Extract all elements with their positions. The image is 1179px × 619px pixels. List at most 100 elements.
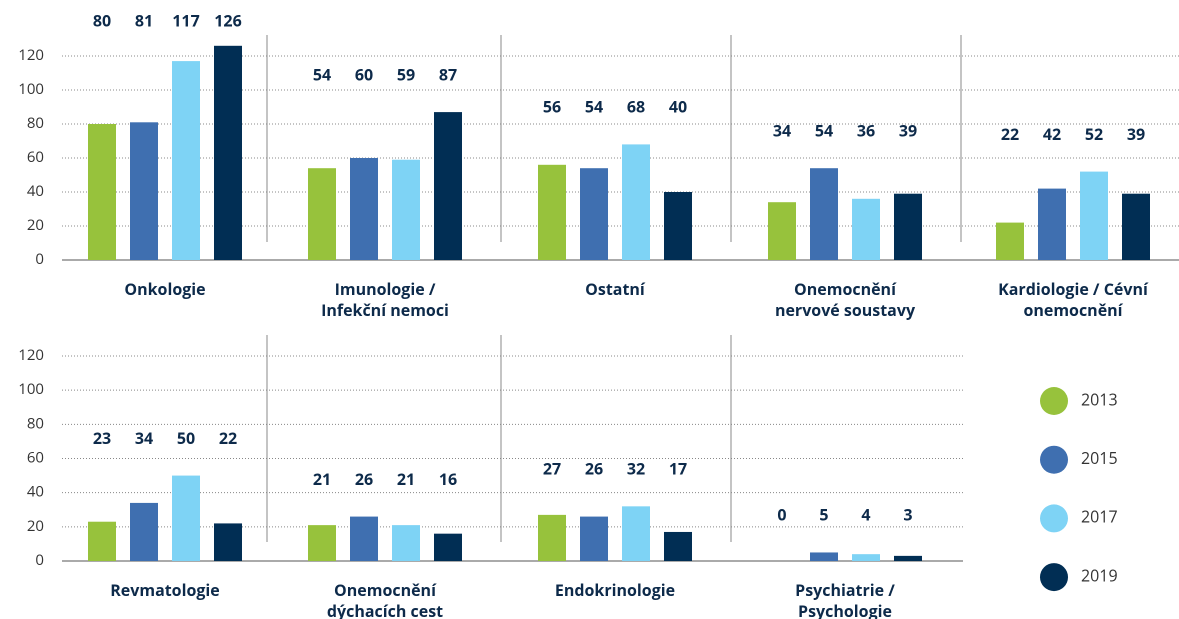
bar bbox=[580, 168, 608, 260]
legend-label: 2017 bbox=[1081, 506, 1118, 528]
bar bbox=[852, 554, 880, 561]
bar bbox=[308, 525, 336, 561]
value-label: 34 bbox=[773, 119, 791, 141]
bar bbox=[894, 193, 922, 260]
value-label: 54 bbox=[815, 119, 833, 141]
bar bbox=[996, 222, 1024, 260]
value-label: 34 bbox=[135, 427, 153, 449]
bar bbox=[308, 168, 336, 260]
value-label: 22 bbox=[219, 427, 237, 449]
value-label: 42 bbox=[1043, 123, 1061, 145]
y-tick-label: 40 bbox=[27, 482, 44, 502]
bar bbox=[1038, 188, 1066, 260]
legend-label: 2019 bbox=[1081, 564, 1118, 586]
y-tick-label: 20 bbox=[27, 215, 44, 235]
legend-label: 2015 bbox=[1081, 447, 1118, 469]
value-label: 23 bbox=[93, 427, 111, 449]
legend-swatch bbox=[1040, 504, 1068, 533]
y-tick-label: 40 bbox=[27, 181, 44, 201]
bar bbox=[392, 159, 420, 260]
category-label: Ostatní bbox=[585, 278, 645, 300]
y-tick-label: 120 bbox=[18, 345, 44, 365]
value-label: 27 bbox=[543, 458, 561, 480]
bar bbox=[664, 192, 692, 260]
value-label: 32 bbox=[627, 458, 645, 480]
y-tick-label: 120 bbox=[18, 45, 44, 65]
y-tick-label: 100 bbox=[18, 79, 44, 99]
bar bbox=[214, 45, 242, 260]
value-label: 81 bbox=[135, 9, 153, 31]
value-label: 54 bbox=[585, 96, 603, 118]
value-label: 4 bbox=[861, 504, 870, 526]
value-label: 16 bbox=[439, 468, 457, 490]
value-label: 0 bbox=[777, 504, 786, 526]
category-label: Kardiologie / Cévní onemocnění bbox=[998, 278, 1148, 321]
bar bbox=[768, 202, 796, 260]
value-label: 117 bbox=[172, 9, 199, 31]
bar bbox=[392, 525, 420, 561]
value-label: 52 bbox=[1085, 123, 1103, 145]
bar bbox=[434, 112, 462, 260]
bar bbox=[130, 122, 158, 260]
bar bbox=[434, 533, 462, 561]
value-label: 3 bbox=[903, 504, 912, 526]
bar bbox=[664, 531, 692, 561]
category-label: Endokrinologie bbox=[554, 579, 676, 601]
bar bbox=[538, 514, 566, 561]
value-label: 50 bbox=[177, 427, 195, 449]
value-label: 5 bbox=[819, 504, 828, 526]
bar bbox=[172, 61, 200, 260]
bar bbox=[810, 552, 838, 561]
category-label: Onkologie bbox=[124, 278, 206, 300]
value-label: 87 bbox=[439, 63, 457, 85]
bar bbox=[350, 158, 378, 260]
bar bbox=[350, 516, 378, 561]
value-label: 40 bbox=[669, 96, 687, 118]
value-label: 17 bbox=[669, 458, 687, 480]
value-label: 21 bbox=[397, 468, 415, 490]
legend-swatch bbox=[1040, 445, 1068, 474]
value-label: 126 bbox=[214, 9, 241, 31]
value-label: 60 bbox=[355, 63, 373, 85]
category-label: Onemocnění nervové soustavy bbox=[774, 278, 916, 321]
value-label: 39 bbox=[899, 119, 917, 141]
category-label: Onemocnění dýchacích cest bbox=[326, 579, 444, 619]
y-tick-label: 60 bbox=[27, 448, 44, 468]
bar bbox=[1080, 171, 1108, 260]
value-label: 56 bbox=[543, 96, 561, 118]
category-label: Revmatologie bbox=[110, 579, 220, 601]
legend-label: 2013 bbox=[1081, 388, 1118, 410]
bar bbox=[894, 555, 922, 561]
bar bbox=[1122, 193, 1150, 260]
value-label: 59 bbox=[397, 63, 415, 85]
bar bbox=[88, 521, 116, 561]
value-label: 68 bbox=[627, 96, 645, 118]
bar bbox=[622, 506, 650, 561]
category-label: Psychiatrie / Psychologie bbox=[795, 579, 895, 619]
y-tick-label: 20 bbox=[27, 516, 44, 536]
bar bbox=[214, 523, 242, 561]
bar bbox=[130, 502, 158, 561]
value-label: 22 bbox=[1001, 123, 1019, 145]
bar bbox=[172, 475, 200, 561]
bar bbox=[580, 516, 608, 561]
value-label: 26 bbox=[585, 458, 603, 480]
legend-swatch bbox=[1040, 387, 1068, 415]
y-tick-label: 100 bbox=[18, 379, 44, 399]
bar bbox=[622, 144, 650, 260]
value-label: 54 bbox=[313, 63, 331, 85]
y-tick-label: 80 bbox=[27, 413, 44, 433]
value-label: 39 bbox=[1127, 123, 1145, 145]
value-label: 80 bbox=[93, 9, 111, 31]
category-label: Imunologie / Infekční nemoci bbox=[321, 278, 449, 321]
legend-swatch bbox=[1040, 563, 1068, 592]
y-tick-label: 0 bbox=[35, 550, 44, 570]
bar bbox=[538, 164, 566, 260]
bar bbox=[88, 124, 116, 260]
bar bbox=[810, 168, 838, 260]
y-tick-label: 0 bbox=[35, 249, 44, 269]
y-tick-label: 60 bbox=[27, 147, 44, 167]
value-label: 36 bbox=[857, 119, 875, 141]
